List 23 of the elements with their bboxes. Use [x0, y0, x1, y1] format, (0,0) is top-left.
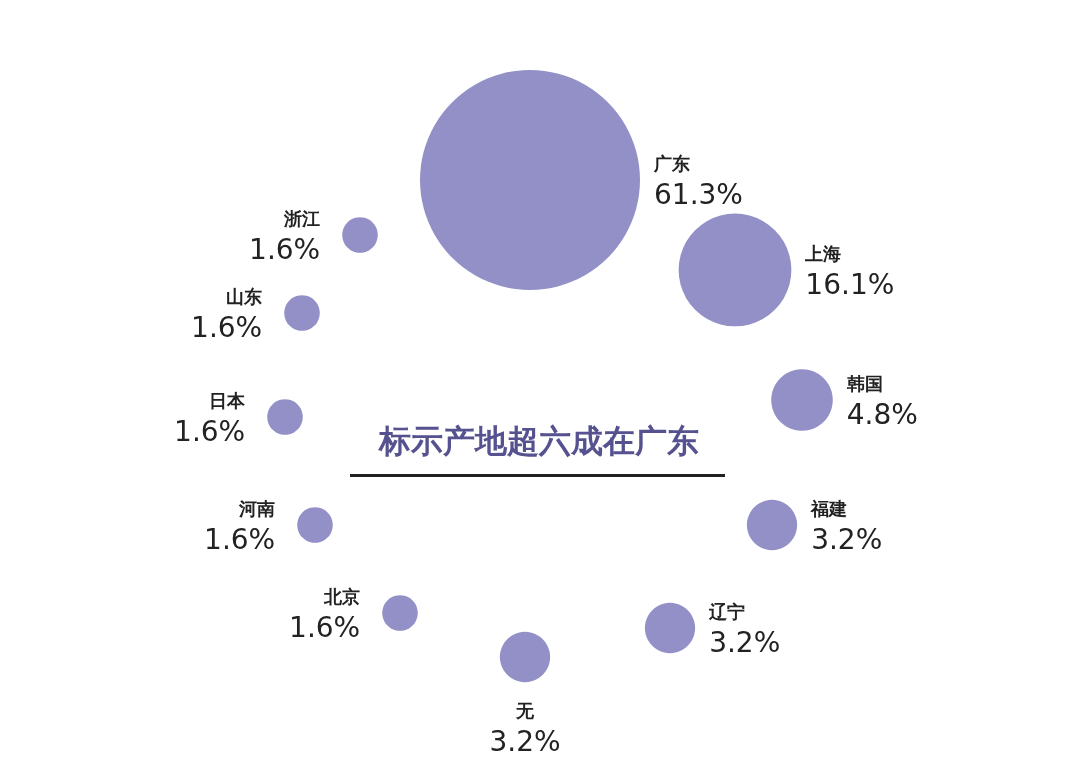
category-label: 浙江	[283, 207, 321, 229]
data-label: 1.6%	[191, 310, 263, 344]
data-label: 1.6%	[289, 610, 361, 644]
category-label: 辽宁	[708, 600, 746, 622]
category-label: 广东	[653, 152, 690, 174]
data-label: 3.2%	[709, 625, 781, 659]
category-label: 河南	[238, 497, 276, 519]
data-label: 1.6%	[249, 232, 321, 266]
data-label: 1.6%	[174, 414, 246, 448]
data-label: 3.2%	[811, 522, 883, 556]
data-label: 4.8%	[846, 397, 918, 431]
category-label: 山东	[226, 285, 263, 307]
category-label: 日本	[209, 389, 247, 411]
text: 标示产地超六成在广东	[377, 422, 699, 460]
category-label: 北京	[323, 585, 361, 607]
category-label: 福建	[810, 497, 848, 519]
category-label: 韩国	[845, 372, 883, 394]
data-label: 1.6%	[204, 522, 276, 556]
data-label: 61.3%	[654, 177, 743, 211]
category-label: 上海	[804, 242, 842, 264]
data-label: 3.2%	[489, 724, 561, 758]
category-label: 无	[515, 699, 535, 721]
data-label: 16.1%	[805, 267, 895, 301]
